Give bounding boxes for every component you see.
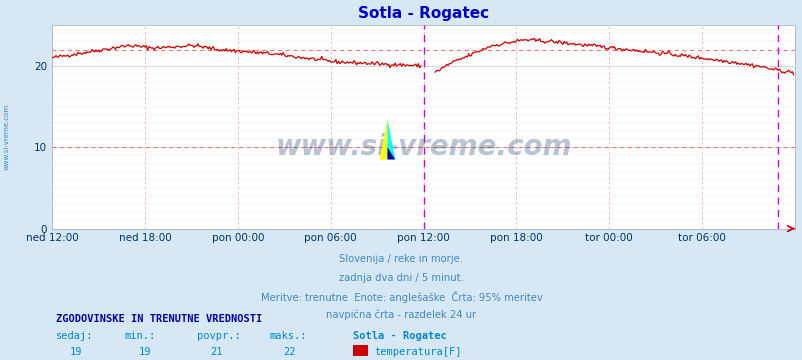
Text: 19: 19 — [138, 347, 151, 357]
Text: 22: 22 — [282, 347, 295, 357]
Text: 19: 19 — [70, 347, 83, 357]
Text: zadnja dva dni / 5 minut.: zadnja dva dni / 5 minut. — [338, 273, 464, 283]
Text: www.si-vreme.com: www.si-vreme.com — [3, 104, 10, 170]
Title: Sotla - Rogatec: Sotla - Rogatec — [358, 6, 488, 21]
Text: navpična črta - razdelek 24 ur: navpična črta - razdelek 24 ur — [326, 310, 476, 320]
Text: Sotla - Rogatec: Sotla - Rogatec — [353, 332, 447, 342]
Text: sedaj:: sedaj: — [56, 332, 94, 342]
Polygon shape — [387, 147, 395, 159]
Text: 21: 21 — [210, 347, 223, 357]
Text: Meritve: trenutne  Enote: anglešaške  Črta: 95% meritev: Meritve: trenutne Enote: anglešaške Črta… — [261, 291, 541, 303]
Text: temperatura[F]: temperatura[F] — [374, 347, 461, 357]
Text: min.:: min.: — [124, 332, 156, 342]
Text: ZGODOVINSKE IN TRENUTNE VREDNOSTI: ZGODOVINSKE IN TRENUTNE VREDNOSTI — [56, 314, 262, 324]
Text: www.si-vreme.com: www.si-vreme.com — [275, 133, 571, 161]
Text: Slovenija / reke in morje.: Slovenija / reke in morje. — [339, 254, 463, 264]
Polygon shape — [379, 119, 387, 159]
Polygon shape — [387, 119, 395, 159]
Text: povpr.:: povpr.: — [196, 332, 240, 342]
Text: maks.:: maks.: — [269, 332, 306, 342]
